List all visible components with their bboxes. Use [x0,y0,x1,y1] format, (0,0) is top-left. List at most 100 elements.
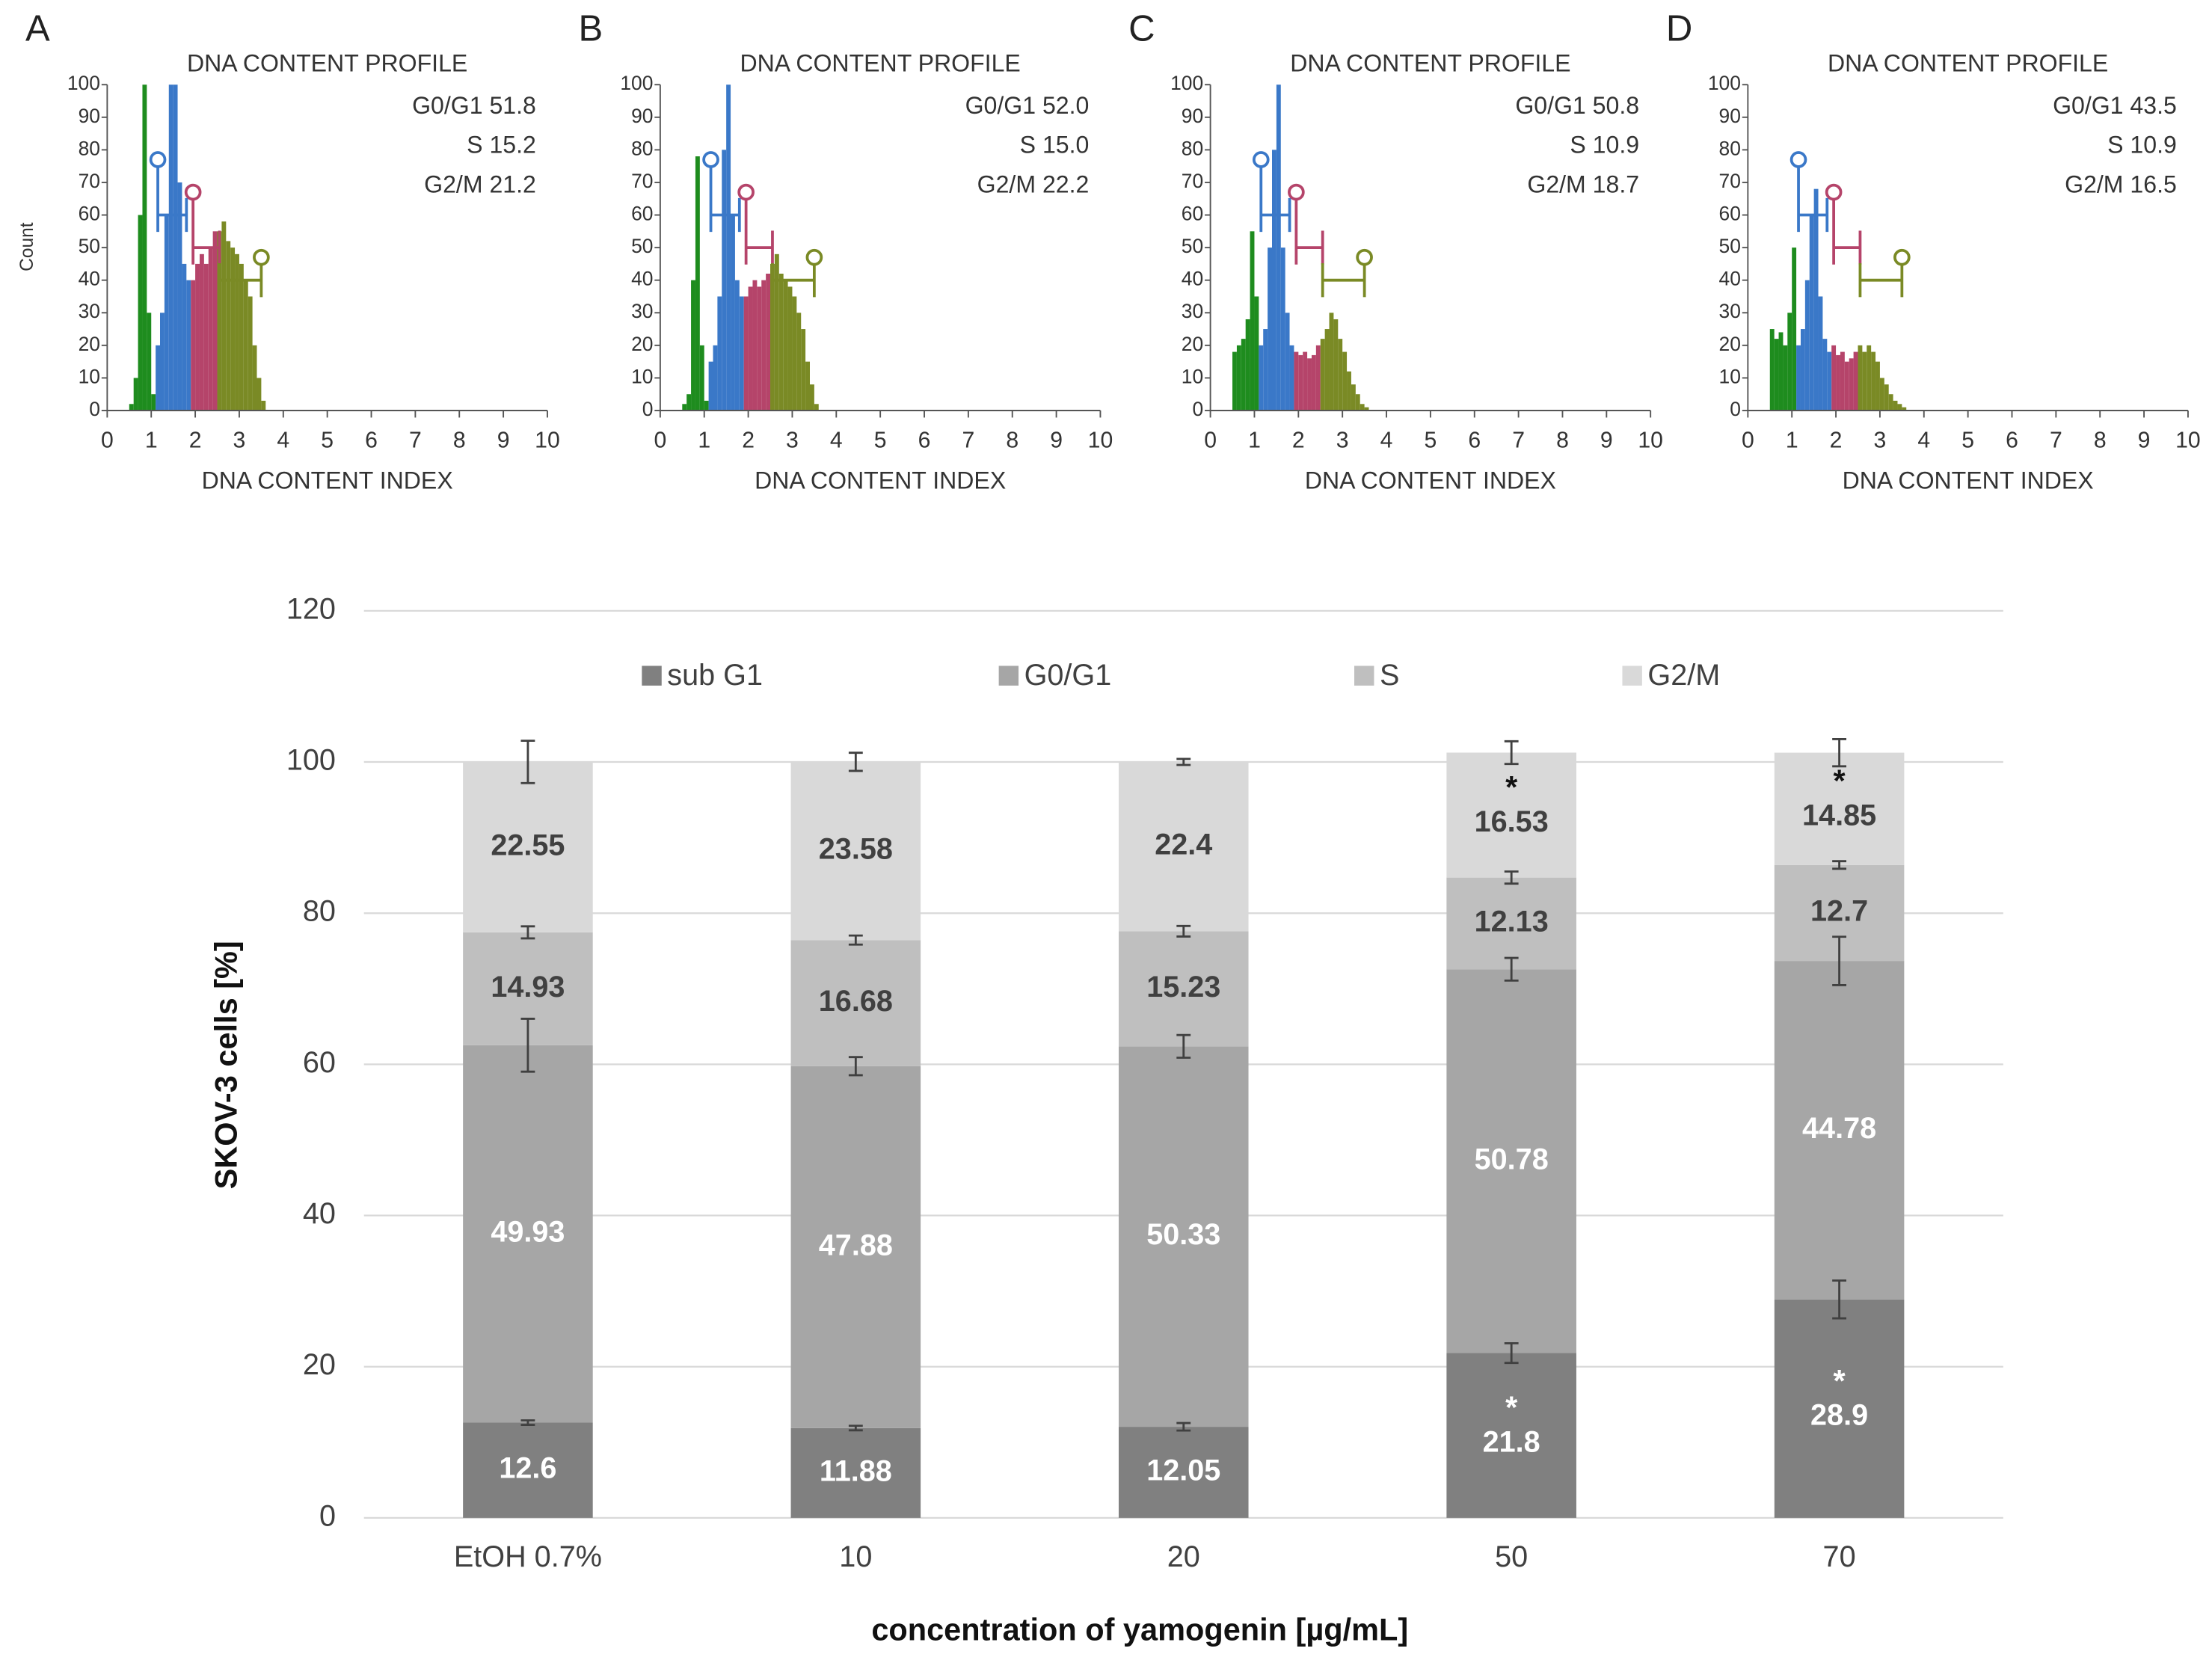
histogram-bar [739,296,744,411]
histogram-bar [256,378,262,411]
x-tick-label: 2 [742,428,755,452]
histogram-bar [1884,384,1889,411]
x-tick-label: 9 [1050,428,1063,452]
gate-handle [702,151,719,168]
y-tick-label: 90 [631,105,653,127]
histogram-bar [717,296,722,411]
legend-swatch [642,666,662,686]
x-tick-label: 9 [497,428,510,452]
y-axis-label: SKOV-3 cells [%] [209,941,244,1189]
gate-handle [805,248,823,266]
x-tick-label: 5 [321,428,334,452]
histogram-bar [1324,329,1330,411]
histogram-bar [142,84,147,411]
x-tick-label: 5 [1961,428,1974,452]
gate-handle [1288,183,1305,201]
histogram-bar [731,215,735,411]
histogram-bar [1800,329,1805,411]
y-tick-label: 20 [1182,333,1203,355]
y-tick-label: 80 [631,137,653,159]
histogram-bar [156,345,161,411]
legend-label: S [1380,659,1399,692]
bar-segment [1446,1353,1576,1518]
histogram-bar [199,253,204,411]
histogram-bar [1827,351,1832,411]
histogram-bar [713,345,718,411]
x-tick-label: 7 [962,428,974,452]
x-tick-label: 8 [1006,428,1019,452]
histogram-bar [1329,313,1334,411]
y-tick-label: 100 [67,72,100,94]
y-tick-label: 60 [1182,203,1203,225]
y-tick-label: 40 [1182,268,1203,290]
x-tick-label: 10 [839,1540,872,1573]
data-label: 22.4 [1155,829,1212,861]
bar-segment [1118,1046,1249,1427]
histogram-bar [699,345,704,411]
histogram-bar [1853,351,1858,411]
y-tick-label: 70 [79,170,100,192]
x-tick-label: 4 [830,428,843,452]
histogram-bar [1787,313,1792,411]
x-tick-label: 3 [233,428,246,452]
data-label: 11.88 [820,1454,892,1487]
gate-handle [1789,151,1807,168]
histogram-bar [743,296,749,411]
histogram-bar [1888,394,1893,411]
stat-text: G2/M 16.5 [2065,171,2177,198]
y-tick-label: 100 [1708,72,1741,94]
histogram-bar [1315,345,1321,411]
histogram-bar [147,313,152,411]
histogram-bar [752,280,758,411]
y-tick-label: 20 [631,333,653,355]
data-label: 16.53 [1475,805,1549,838]
histogram-bar [682,404,687,411]
histogram-bar [1813,188,1819,411]
y-tick-label: 50 [1182,235,1203,257]
y-tick-label: 30 [1182,300,1203,322]
y-tick-label: 10 [1182,365,1203,387]
panel-label: D [1666,8,1692,49]
bar-segment [790,1427,921,1518]
histogram-bar [1836,354,1840,411]
histogram-bar [1867,345,1872,411]
histogram-bar [191,280,196,411]
x-tick-label: 10 [1088,428,1113,452]
histogram-bar [1818,296,1823,411]
y-tick-label: 50 [631,235,653,257]
histogram-bar [805,361,810,411]
stat-text: G2/M 18.7 [1527,171,1639,198]
legend-label: G2/M [1647,659,1720,692]
histogram-bar [1311,354,1316,411]
x-tick-label: 20 [1167,1540,1200,1573]
x-tick-label: 3 [1874,428,1887,452]
y-tick-label: 50 [79,235,100,257]
x-tick-label: 5 [1424,428,1437,452]
histogram-bar [766,273,771,411]
gate-handle [1356,248,1373,266]
histogram-bar [761,280,766,411]
x-tick-label: 7 [1512,428,1525,452]
x-tick-label: 4 [277,428,289,452]
x-tick-label: 10 [535,428,560,452]
histogram-bar [261,400,266,411]
x-tick-label: 0 [101,428,114,452]
bar-segment [1118,761,1249,932]
histogram-bar [230,248,236,411]
bar-segment [1774,961,1905,1300]
histogram-bar [1289,345,1294,411]
histogram-bar [748,286,753,411]
stat-text: S 15.0 [1020,132,1090,159]
histogram-bar [226,241,231,411]
stat-text: G2/M 21.2 [424,171,536,198]
x-tick-label: 8 [2094,428,2107,452]
x-tick-label: 8 [1556,428,1569,452]
data-label: 12.6 [499,1452,556,1485]
y-tick-label: 30 [1719,300,1741,322]
gate-handle [1252,151,1270,168]
histogram-bar [248,296,253,411]
data-label: 44.78 [1802,1112,1876,1145]
y-tick-label: 120 [286,592,336,625]
histogram-bar [1897,404,1902,411]
data-label: 14.85 [1802,799,1876,832]
